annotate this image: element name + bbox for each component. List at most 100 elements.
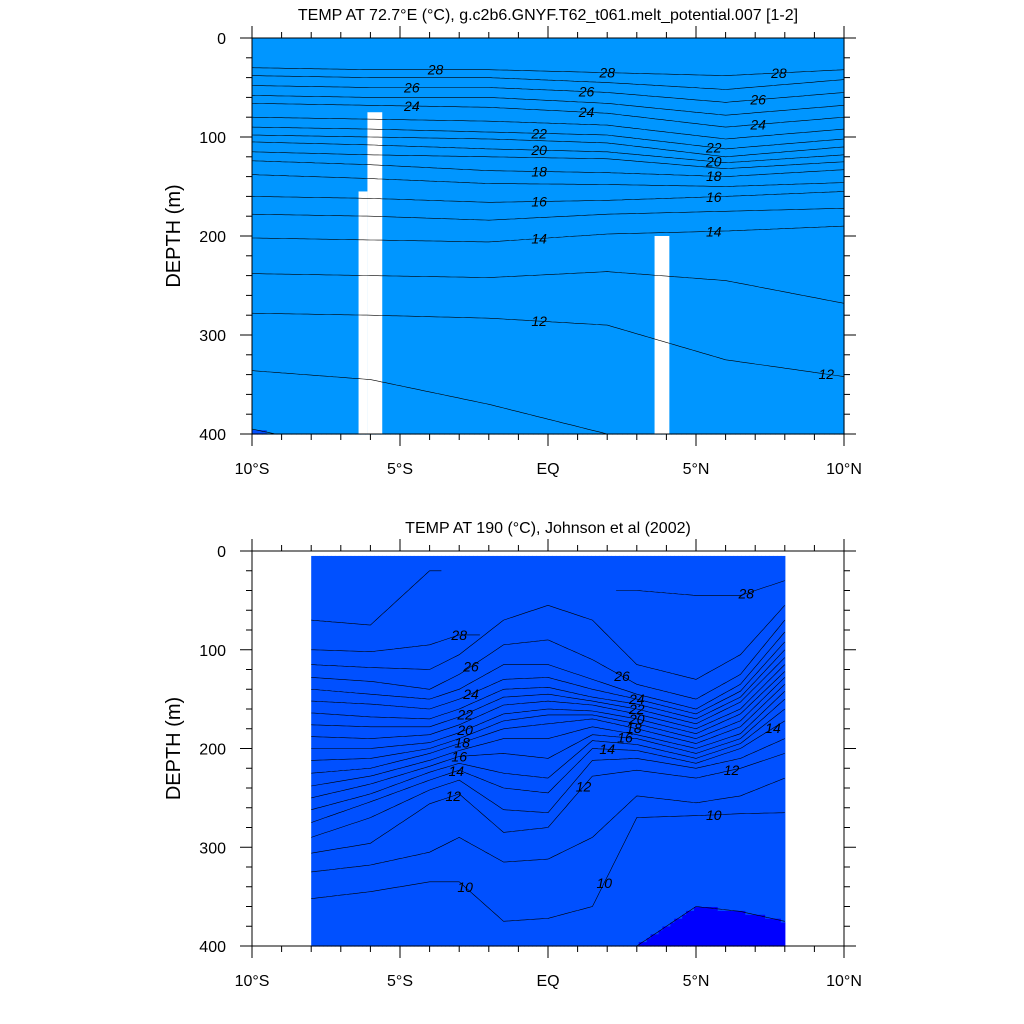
field-cell (690, 910, 695, 947)
field-cell (315, 555, 320, 947)
field-cell (342, 555, 348, 947)
field-cell (602, 38, 608, 435)
contour-label: 10 (706, 807, 722, 823)
field-cell (733, 555, 739, 912)
field-cell (513, 38, 519, 435)
contour-lines (251, 67, 845, 435)
field-cell (370, 555, 375, 947)
isotherm-26 (251, 85, 845, 103)
field-cell (434, 38, 441, 435)
x-tick-label: 10°N (826, 461, 862, 478)
contour-label: 12 (724, 762, 740, 778)
isotherm-10 (311, 812, 785, 922)
field-cell (650, 555, 656, 935)
contour-label: 20 (456, 722, 473, 738)
field-cell (543, 38, 549, 435)
x-tick-label: EQ (536, 973, 559, 990)
field-cell (488, 38, 495, 435)
contour-label: 16 (706, 189, 722, 205)
field-cell (459, 38, 465, 435)
field-cell (256, 38, 263, 431)
field-cell (523, 38, 529, 435)
isotherm-15 (251, 208, 845, 221)
field-cell (626, 555, 632, 947)
field-cell (678, 555, 683, 920)
field-cell (839, 38, 845, 435)
field-cell (587, 38, 593, 435)
field-cell (630, 555, 636, 947)
field-cell (634, 555, 640, 947)
contour-label: 28 (427, 62, 444, 78)
field-cell (670, 922, 675, 947)
field-cell (496, 555, 502, 947)
field-cell (326, 555, 332, 947)
field-cell (562, 38, 569, 435)
contour-label: 12 (576, 778, 592, 794)
isotherm-28 (251, 67, 845, 76)
field-cell (829, 38, 835, 435)
field-cell (508, 555, 514, 947)
field-cell (654, 555, 660, 935)
y-axis-label: DEPTH (m) (163, 184, 185, 287)
field-cell (717, 555, 723, 912)
x-tick-label: 5°S (387, 973, 413, 990)
field-cell (642, 942, 648, 947)
field-cell (316, 38, 322, 435)
isotherm-15 (311, 708, 785, 810)
isotherm-24 (311, 641, 786, 715)
field-cell (548, 555, 553, 947)
field-cell (378, 555, 383, 947)
isotherm-11 (251, 370, 608, 435)
missing-data-column (367, 112, 383, 434)
contour-label: 14 (448, 763, 464, 779)
field-cell (694, 555, 699, 908)
x-tick-label: EQ (536, 461, 559, 478)
field-cell (721, 910, 727, 947)
field-cell (690, 555, 695, 912)
field-cell (266, 38, 273, 435)
field-cell (603, 555, 608, 947)
field-cell (480, 555, 486, 947)
field-cell (385, 38, 391, 435)
field-cell (765, 555, 770, 920)
field-cell (439, 38, 445, 435)
contour-label: 24 (749, 116, 766, 132)
contour-label: 22 (628, 701, 645, 717)
field-cell (492, 555, 498, 947)
isotherm-19 (311, 677, 786, 761)
field-cell (619, 555, 624, 947)
contour-label: 18 (626, 720, 642, 736)
contour-label: 20 (530, 142, 547, 158)
field-cell (729, 555, 735, 912)
field-cell (622, 38, 628, 435)
contour-label: 24 (628, 691, 645, 707)
field-cell (737, 910, 742, 947)
field-cell (638, 555, 644, 943)
field-cell (765, 918, 770, 947)
field-cell (745, 38, 751, 435)
field-cell (730, 38, 737, 435)
field-cell (374, 555, 379, 947)
field-cell (725, 910, 731, 947)
field-cell (354, 555, 360, 947)
field-cell (394, 555, 399, 947)
isotherm-16 (311, 698, 786, 799)
field-cell (638, 942, 644, 947)
field-cell (567, 555, 573, 947)
field-cell (449, 38, 455, 435)
field-cell (563, 555, 569, 947)
field-cell (741, 910, 746, 947)
field-cell (465, 555, 470, 947)
field-cell (804, 38, 811, 435)
contour-label: 16 (451, 748, 467, 764)
field-cell (774, 38, 781, 435)
field-cell (674, 918, 679, 947)
field-cell (409, 38, 416, 435)
contour-label: 26 (578, 84, 595, 100)
field-cell (504, 555, 510, 947)
contour-label: 12 (445, 788, 461, 804)
field-cell (725, 38, 732, 435)
field-cell (424, 38, 431, 435)
contour-label: 12 (818, 366, 834, 382)
field-cell (516, 555, 521, 947)
